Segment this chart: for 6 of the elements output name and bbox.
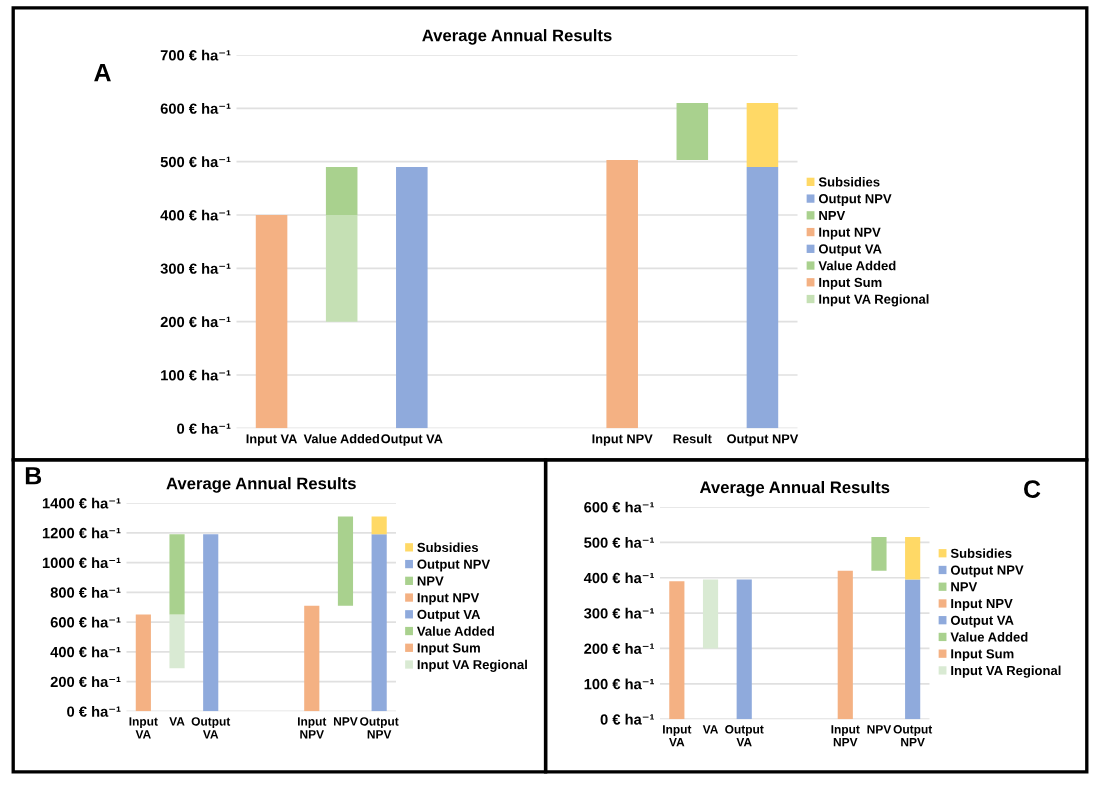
chart-title: Average Annual Results xyxy=(166,477,356,493)
chart-title: Average Annual Results xyxy=(422,29,612,45)
text: C xyxy=(1024,480,1041,498)
text: A xyxy=(94,63,111,82)
chart-title: Average Annual Results xyxy=(699,481,890,497)
text: B xyxy=(25,467,42,485)
